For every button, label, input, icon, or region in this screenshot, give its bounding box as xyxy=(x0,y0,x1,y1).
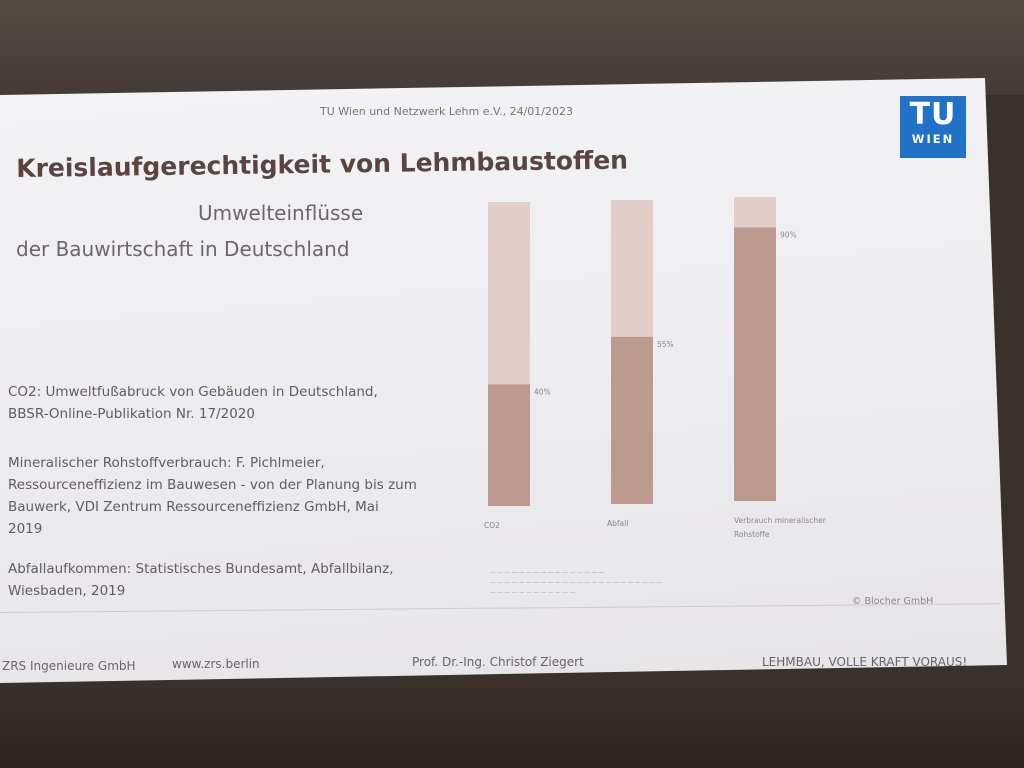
source-line: BBSR-Online-Publikation Nr. 17/2020 xyxy=(8,406,255,422)
slide-header: TU Wien und Netzwerk Lehm e.V., 24/01/20… xyxy=(320,105,573,118)
logo-wien-text: WIEN xyxy=(911,132,955,146)
slide-subtitle-line1: Umwelteinflüsse xyxy=(198,201,364,225)
copyright-label: © Blocher GmbH xyxy=(852,596,934,607)
source-line: Bauwerk, VDI Zentrum Ressourceneffizienz… xyxy=(8,499,379,515)
source-line: 2019 xyxy=(8,521,43,537)
footer-website: www.zrs.berlin xyxy=(172,657,260,671)
source-line: CO2: Umweltfußabruck von Gebäuden in Deu… xyxy=(8,384,378,400)
bar-remainder xyxy=(734,197,776,228)
chart-note-line: — — — — — — — — — — — — — — — — xyxy=(490,570,605,576)
bar-share xyxy=(488,384,530,506)
slide-subtitle-line2: der Bauwirtschaft in Deutschland xyxy=(16,237,350,261)
footer-company: ZRS Ingenieure GmbH xyxy=(2,659,136,673)
source-minerals: Mineralischer Rohstoffverbrauch: F. Pich… xyxy=(8,452,417,540)
source-line: Mineralischer Rohstoffverbrauch: F. Pich… xyxy=(8,455,325,471)
source-line: Abfallaufkommen: Statistisches Bundesamt… xyxy=(8,561,394,577)
chart-source-notes: — — — — — — — — — — — — — — — — — — — — … xyxy=(490,568,662,598)
source-waste: Abfallaufkommen: Statistisches Bundesamt… xyxy=(8,558,394,602)
category-label: CO2 xyxy=(484,521,500,530)
footer-divider xyxy=(0,603,1000,613)
source-co2: CO2: Umweltfußabruck von Gebäuden in Deu… xyxy=(8,381,378,425)
tu-wien-logo: TU WIEN xyxy=(900,96,966,158)
bar-value-label: 55% xyxy=(657,340,674,349)
room-wall-top xyxy=(0,0,1024,95)
source-line: Wiesbaden, 2019 xyxy=(8,583,126,599)
chart-note-line: — — — — — — — — — — — — xyxy=(490,590,576,596)
category-label: Verbrauch mineralischer Rohstoffe xyxy=(734,516,827,539)
bar-share xyxy=(734,227,776,501)
footer-author: Prof. Dr.-Ing. Christof Ziegert xyxy=(412,655,584,669)
category-label: Abfall xyxy=(607,519,628,528)
logo-tu-text: TU xyxy=(909,97,957,132)
bar-remainder xyxy=(611,200,653,337)
bar-remainder xyxy=(488,202,530,385)
slide-title: Kreislaufgerechtigkeit von Lehmbaustoffe… xyxy=(16,145,629,183)
bar-value-label: 90% xyxy=(780,230,797,239)
bar-chart: 40% CO2 55% Abfall 90% Verbrauch mineralische… xyxy=(484,197,827,539)
room-floor xyxy=(0,680,1024,768)
source-line: Ressourceneffizienz im Bauwesen - von de… xyxy=(8,477,417,493)
bar-share xyxy=(611,336,653,504)
footer-slogan: LEHMBAU, VOLLE KRAFT VORAUS! xyxy=(762,655,968,669)
chart-note-line: — — — — — — — — — — — — — — — — — — — — … xyxy=(490,580,663,586)
bar-value-label: 40% xyxy=(534,387,551,396)
